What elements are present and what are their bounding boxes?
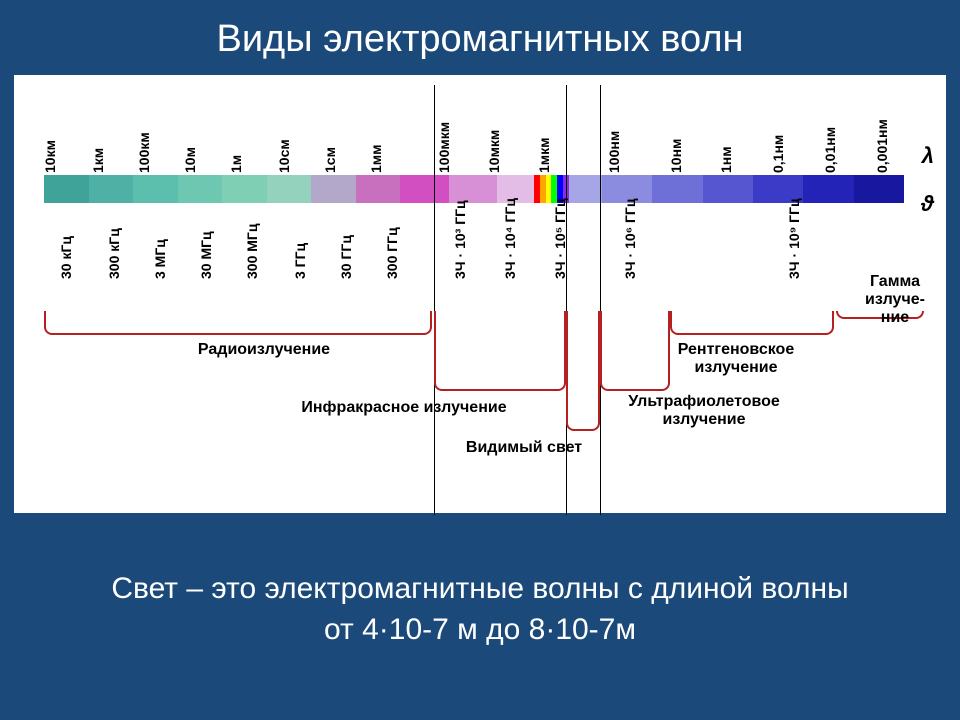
region-bracket [566,311,600,431]
region-label: Ультрафиолетовое излучение [604,393,804,429]
frequency-tick: 3Ч · 10⁹ ГГц [786,198,802,279]
wavelength-tick: 0,001нм [874,119,890,173]
frequency-tick: 300 кГц [106,228,122,279]
spectrum-segment [267,175,312,203]
region-label: Гамма излуче- ние [850,273,940,327]
spectrum-bar [44,175,904,203]
wavelength-tick: 1см [322,147,338,173]
spectrum-segment [311,175,356,203]
frequency-tick: 3 МГц [152,239,168,279]
frequency-tick: 3 ГГц [292,243,308,279]
wavelength-tick: 10км [42,140,58,173]
region-bracket [434,311,566,391]
spectrum-segment [133,175,178,203]
spectrum-panel: 10км 1км 100км 10м 1м 10см 1см 1мм 100мкм 10мкм 1м… [14,75,946,513]
spectrum-segment [854,175,904,203]
wavelength-tick: 100нм [606,131,622,173]
region-bracket [44,311,432,335]
spectrum-segment [803,175,853,203]
region-bracket [670,311,834,335]
frequency-tick: 30 кГц [58,236,74,279]
wavelength-tick: 10мкм [486,130,502,173]
wavelength-tick: 10нм [668,139,684,173]
spectrum-segment [356,175,401,203]
frequency-ticks: 30 кГц 300 кГц 3 МГц 30 МГц 300 МГц 3 ГГц 30 Г… [14,209,946,309]
wavelength-tick: 1мм [368,145,384,174]
region-label: Видимый свет [444,439,604,457]
frequency-tick: 300 ГГц [384,227,400,279]
wavelength-tick: 0,1нм [770,135,786,173]
caption-line-1: Свет – это электромагнитные волны с длин… [0,569,960,610]
frequency-tick: 300 МГц [244,224,260,279]
bottom-caption: Свет – это электромагнитные волны с длин… [0,569,960,650]
spectrum-segment [89,175,134,203]
wavelength-tick: 10см [276,139,292,173]
spectrum-segment [449,175,497,203]
lambda-symbol: λ [922,143,934,169]
wavelength-tick: 1м [228,155,244,173]
spectrum-segment [569,175,602,203]
spectrum-segment [703,175,753,203]
slide-title: Виды электромагнитных волн [0,0,960,75]
frequency-tick: 30 МГц [198,231,214,279]
region-label: Рентгеновское излучение [646,341,826,377]
region-label: Радиоизлучение [164,341,364,359]
caption-line-2: от 4·10-7 м до 8·10-7м [0,610,960,651]
spectrum-segment [400,175,448,203]
wavelength-tick: 100км [136,132,152,173]
spectrum-segment [222,175,267,203]
wavelength-tick: 100мкм [436,122,452,173]
frequency-tick: 30 ГГц [338,235,354,279]
wavelength-ticks: 10км 1км 100км 10м 1м 10см 1см 1мм 100мкм 10мкм 1м… [14,93,946,173]
spectrum-segment [652,175,702,203]
frequency-tick: 3Ч · 10⁴ ГГц [502,198,518,279]
frequency-tick: 3Ч · 10³ ГГц [452,200,468,279]
wavelength-tick: 0,01нм [822,127,838,173]
frequency-tick: 3Ч · 10⁶ ГГц [622,199,638,279]
spectrum-segment [178,175,223,203]
region-brackets: Радиоизлучение Инфракрасное излучение Види… [14,311,946,513]
wavelength-tick: 10м [182,147,198,173]
wavelength-tick: 1км [90,148,106,173]
region-label: Инфракрасное излучение [274,399,534,417]
wavelength-tick: 1мкм [536,137,552,173]
spectrum-segment [44,175,89,203]
wavelength-tick: 1нм [718,146,734,173]
